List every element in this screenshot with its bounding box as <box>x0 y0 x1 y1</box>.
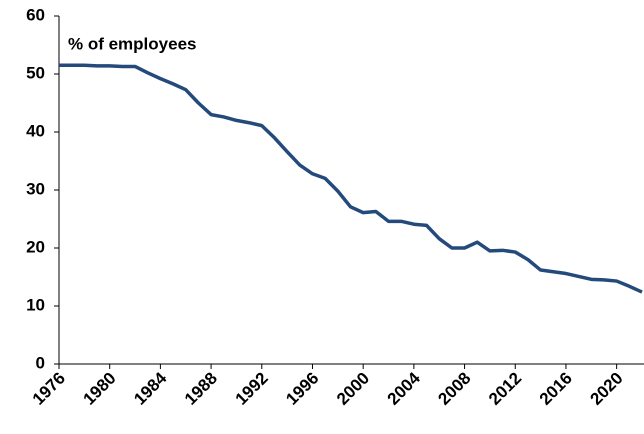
y-tick-label: 20 <box>26 237 45 256</box>
x-tick-label: 2004 <box>384 368 425 409</box>
y-tick-label: 40 <box>26 121 45 140</box>
y-tick-label: 50 <box>26 63 45 82</box>
x-tick-label: 1996 <box>282 369 322 409</box>
x-tick-label: 1992 <box>232 369 272 409</box>
x-tick-label: 2000 <box>333 369 373 409</box>
x-tick-label: 2012 <box>485 369 525 409</box>
x-tick-label: 2016 <box>536 369 576 409</box>
y-tick-label: 0 <box>36 353 45 372</box>
y-tick-label: 60 <box>26 5 45 24</box>
y-tick-label: 30 <box>26 179 45 198</box>
x-tick-label: 2020 <box>586 369 626 409</box>
x-tick-label: 2008 <box>434 369 474 409</box>
x-tick-label: 1980 <box>80 369 120 409</box>
y-tick-label: 10 <box>26 295 45 314</box>
line <box>59 63 643 294</box>
annotation: % of employees <box>68 34 197 53</box>
x-tick-label: 1976 <box>29 369 69 409</box>
x-tick-label: 1988 <box>181 369 221 409</box>
x-tick-label: 1984 <box>130 368 171 409</box>
